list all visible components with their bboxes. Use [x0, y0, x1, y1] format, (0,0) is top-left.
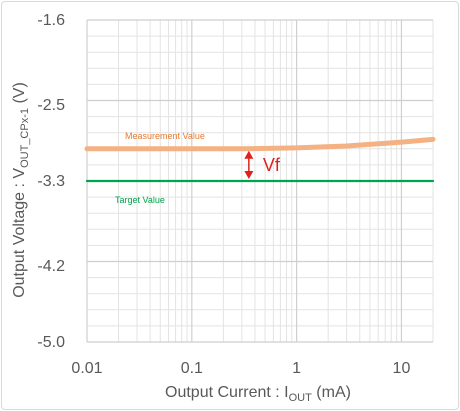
- x-tick-label: 0.01: [71, 360, 102, 377]
- x-tick-label: 1: [292, 360, 301, 377]
- target-value-label: Target Value: [115, 195, 165, 205]
- y-axis-title: Output Voltage : VOUT_CPx-1 (V): [11, 82, 31, 298]
- y-tick-label: -4.2: [37, 258, 65, 275]
- measurement-series-line: [84, 136, 436, 152]
- y-tick-label: -3.3: [37, 173, 65, 190]
- tick-labels: 0.01 0.1 1 10 -1.6 -2.5 -3.3 -4.2 -5.0: [37, 12, 410, 377]
- x-tick-label: 0.1: [181, 360, 203, 377]
- x-axis-title: Output Current : IOUT (mA): [165, 384, 351, 404]
- y-tick-label: -5.0: [37, 334, 65, 351]
- measurement-value-label: Measurement Value: [125, 131, 205, 141]
- vf-arrow-head-up: [244, 150, 254, 159]
- series-group: [84, 136, 436, 183]
- annotations: Measurement Value Target Value Vf: [115, 131, 281, 205]
- x-tick-label: 10: [393, 360, 411, 377]
- y-tick-label: -1.6: [37, 12, 65, 29]
- y-tick-label: -2.5: [37, 97, 65, 114]
- vf-arrow-head-down: [244, 171, 254, 179]
- vf-label: Vf: [263, 155, 281, 175]
